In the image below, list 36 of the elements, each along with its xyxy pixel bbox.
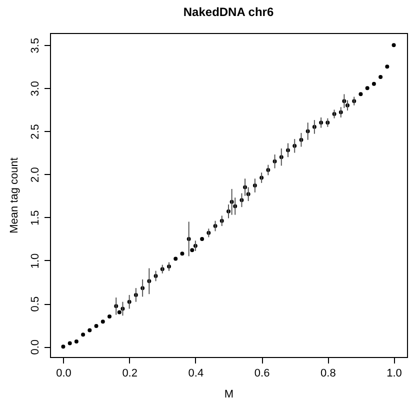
x-axis-title: M [224,388,234,400]
point [61,344,66,349]
point [117,310,122,314]
x-tick-label: 0.2 [122,368,138,380]
point [94,324,98,328]
y-tick-label: 3.5 [30,38,42,54]
point [372,82,376,86]
point [392,43,396,48]
x-tick-label: 0.8 [320,368,336,380]
point [68,341,72,346]
y-tick-label: 2.0 [30,167,42,182]
point [365,86,370,90]
y-tick-label: 1.5 [30,210,42,226]
x-tick-label: 0.4 [188,368,204,380]
point [74,339,78,344]
y-tick-label: 2.5 [30,124,42,140]
point [200,236,204,241]
point [108,314,112,318]
point [100,320,105,324]
x-tick-label: 1.0 [386,368,402,380]
point [180,252,184,256]
x-tick-label: 0.6 [254,368,270,380]
chart-title: NakedDNA chr6 [183,5,274,19]
point [174,256,178,261]
y-tick-label: 0.0 [30,340,42,355]
point [385,64,390,69]
y-tick-label: 1.0 [30,253,42,269]
x-tick-label: 0.0 [56,368,72,380]
point [81,332,86,337]
y-axis-title: Mean tag count [8,158,20,234]
point [190,248,194,252]
y-tick-label: 0.5 [30,296,42,312]
y-tick-label: 3.0 [30,81,42,96]
point [378,74,383,79]
point [88,328,92,332]
point [358,92,363,96]
